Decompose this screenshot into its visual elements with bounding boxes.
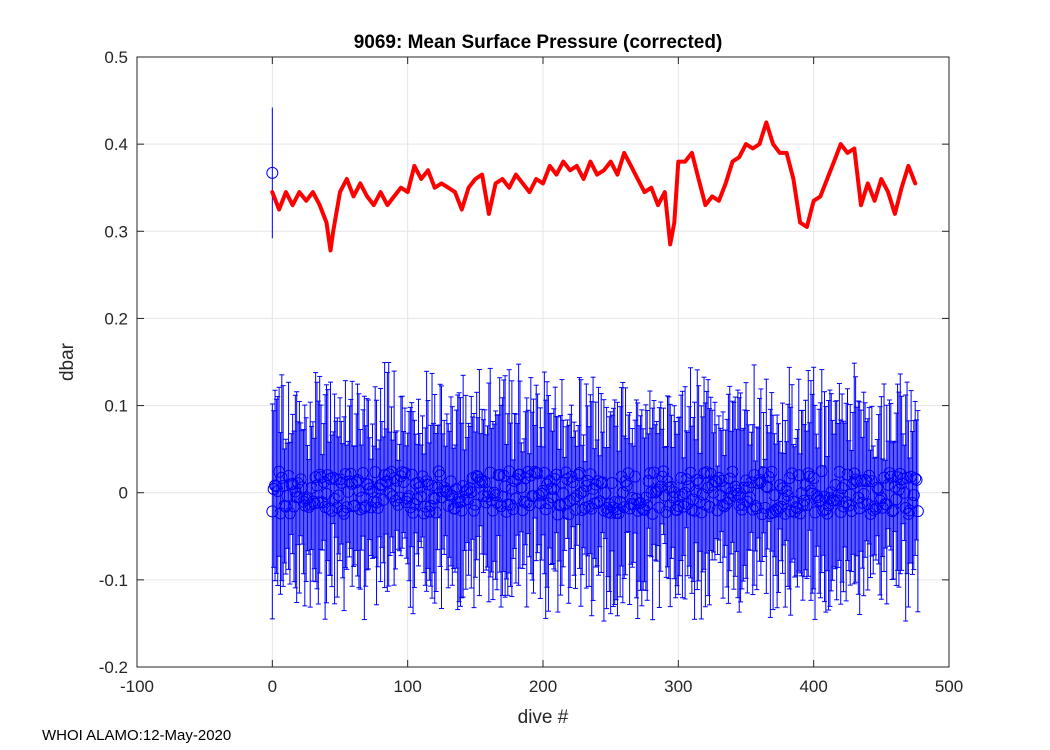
y-tick-label: 0.4 bbox=[104, 135, 128, 154]
x-tick-label: 200 bbox=[529, 677, 557, 696]
grid-lines bbox=[136, 56, 950, 668]
y-tick-label: 0.3 bbox=[104, 222, 128, 241]
x-tick-label: -100 bbox=[120, 677, 154, 696]
data-point bbox=[909, 472, 922, 485]
y-tick-label: 0.5 bbox=[104, 48, 128, 67]
data-point bbox=[911, 505, 924, 518]
x-tick-label: 500 bbox=[935, 677, 963, 696]
x-axis-label: dive # bbox=[518, 707, 569, 728]
line-series bbox=[270, 120, 918, 253]
y-axis-ticks: -0.2 -0.1 0 0.1 0.2 0.3 0.4 0.5 bbox=[99, 48, 949, 677]
data-point bbox=[266, 166, 279, 179]
data-point bbox=[907, 489, 920, 502]
x-tick-label: 100 bbox=[393, 677, 421, 696]
y-tick-label: 0.2 bbox=[104, 309, 128, 328]
x-tick-label: 400 bbox=[799, 677, 827, 696]
x-axis-ticks: -100 0 100 200 300 400 500 bbox=[120, 57, 963, 696]
y-tick-label: -0.2 bbox=[99, 658, 128, 677]
x-tick-label: 0 bbox=[268, 677, 277, 696]
x-tick-label: 300 bbox=[664, 677, 692, 696]
footer-credit: WHOI ALAMO:12-May-2020 bbox=[42, 727, 232, 744]
smoothed-pressure-line bbox=[270, 120, 918, 253]
y-axis-label: dbar bbox=[57, 342, 78, 381]
y-tick-label: 0.1 bbox=[104, 397, 128, 416]
data-point bbox=[910, 473, 923, 486]
chart-title: 9069: Mean Surface Pressure (corrected) bbox=[354, 32, 723, 53]
y-tick-label: 0 bbox=[119, 484, 128, 503]
errorbar-series bbox=[266, 107, 924, 622]
y-tick-label: -0.1 bbox=[99, 571, 128, 590]
